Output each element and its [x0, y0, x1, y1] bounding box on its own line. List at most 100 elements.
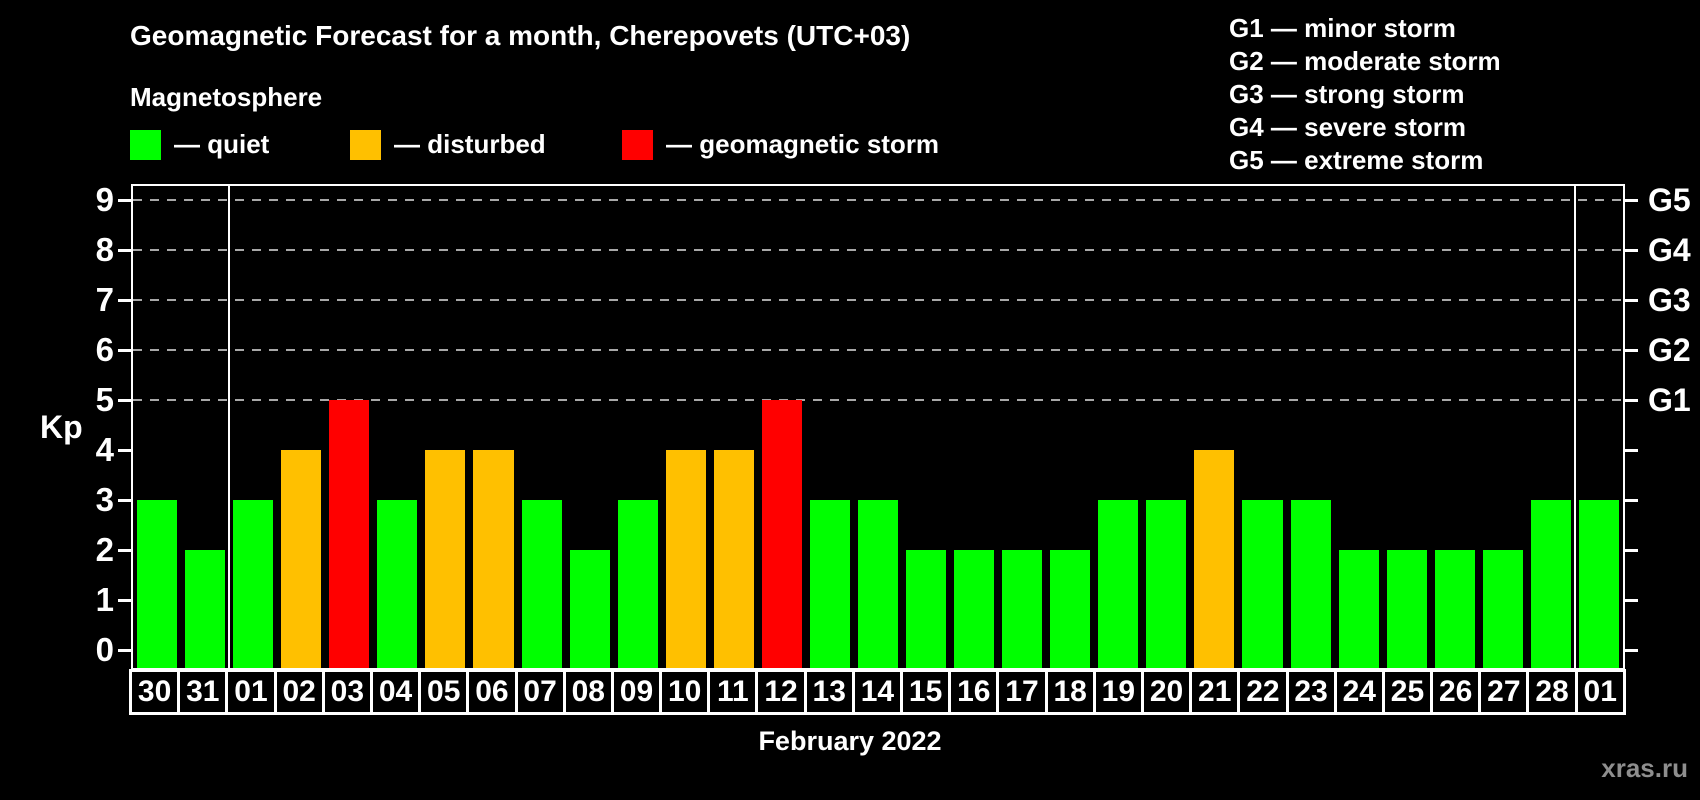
g-legend-line-2: G2 — moderate storm: [1229, 46, 1501, 76]
day-label: 16: [948, 669, 1000, 715]
kp-bar-day-02-disturbed: [281, 450, 322, 668]
day-label: 21: [1189, 669, 1241, 715]
day-label: 07: [514, 669, 566, 715]
g-level-label-G2: G2: [1648, 332, 1691, 368]
y-tick-label: 1: [95, 581, 114, 618]
x-axis-day-labels: 30 31 01 02 03 04 05 06 07 08 09 10 11 12 13 14 15 16 17 18…: [129, 669, 1626, 715]
day-label: 23: [1285, 669, 1337, 715]
kp-bar-day-17-quiet: [1002, 550, 1043, 668]
magnetosphere-heading: Magnetosphere: [130, 82, 323, 112]
day-label: 08: [562, 669, 614, 715]
day-label: 31: [177, 669, 229, 715]
kp-bar-day-12-storm: [761, 400, 802, 668]
gridline-kp-7: [133, 299, 1623, 301]
legend-label-storm: — geomagnetic storm: [666, 129, 940, 159]
y-tick-left-5: [118, 399, 131, 402]
day-label: 04: [369, 669, 422, 715]
y-tick-right-2: [1625, 549, 1638, 552]
kp-bar-day-08-quiet: [569, 550, 610, 668]
kp-bar-day-03-storm: [329, 400, 370, 668]
y-tick-label: 0: [95, 631, 114, 668]
day-label: 03: [321, 669, 373, 715]
kp-bar-day-19-quiet: [1098, 500, 1139, 668]
month-separator: [1573, 186, 1576, 668]
day-label: 20: [1140, 669, 1193, 715]
day-label: 18: [1044, 669, 1096, 715]
day-label: 01: [225, 669, 277, 715]
kp-bar-day-14-quiet: [857, 500, 899, 668]
legend-label-quiet: — quiet: [174, 129, 270, 159]
kp-bar-day-22-quiet: [1242, 500, 1283, 668]
day-label: 14: [851, 669, 903, 715]
kp-bar-day-01-quiet: [1578, 500, 1619, 668]
y-tick-left-0: [118, 649, 131, 652]
g-scale-legend: G1 — minor storm G2 — moderate storm G3 — …: [1229, 12, 1501, 177]
y-tick-label: 7: [95, 281, 114, 318]
kp-bar-day-09-quiet: [617, 500, 658, 668]
day-label: 13: [803, 669, 855, 715]
kp-bar-day-23-quiet: [1290, 500, 1331, 668]
y-tick-left-9: [118, 199, 131, 202]
kp-bar-day-16-quiet: [954, 550, 995, 668]
y-tick-left-1: [118, 599, 131, 602]
disturbed-color-swatch: [350, 129, 381, 160]
y-tick-right-1: [1625, 599, 1638, 602]
y-tick-left-6: [118, 349, 131, 352]
g-legend-line-3: G3 — strong storm: [1229, 79, 1465, 109]
kp-bar-day-01-quiet: [233, 500, 274, 668]
kp-bar-day-10-disturbed: [665, 450, 706, 668]
g-legend-line-1: G1 — minor storm: [1229, 13, 1456, 43]
y-tick-right-3: [1625, 499, 1638, 502]
watermark: xras.ru: [1601, 753, 1688, 783]
gridline-kp-9: [133, 199, 1623, 201]
day-label: 06: [466, 669, 518, 715]
day-label: 15: [900, 669, 952, 715]
g-level-label-G1: G1: [1648, 382, 1691, 418]
kp-bar-day-05-disturbed: [425, 450, 466, 668]
kp-bar-day-26-quiet: [1434, 550, 1475, 668]
day-label: 26: [1430, 669, 1482, 715]
y-tick-left-2: [118, 549, 131, 552]
day-label: 05: [418, 669, 470, 715]
kp-bar-day-07-quiet: [521, 500, 562, 668]
day-label: 27: [1478, 669, 1530, 715]
day-label: 01: [1574, 669, 1626, 715]
kp-bar-day-24-quiet: [1338, 550, 1379, 668]
day-label: 22: [1237, 669, 1289, 715]
y-tick-label: 9: [95, 181, 114, 218]
kp-bar-day-21-disturbed: [1194, 450, 1235, 668]
g-legend-line-5: G5 — extreme storm: [1229, 145, 1484, 175]
storm-color-swatch: [622, 129, 653, 160]
kp-bar-day-04-quiet: [377, 500, 418, 668]
legend-item-disturbed: — disturbed: [350, 129, 546, 160]
kp-bar-day-20-quiet: [1146, 500, 1187, 668]
g-legend-line-4: G4 — severe storm: [1229, 112, 1467, 142]
month-separator: [228, 186, 231, 668]
g-level-label-G5: G5: [1648, 182, 1691, 218]
g-level-label-G3: G3: [1648, 282, 1691, 318]
day-label: 28: [1526, 669, 1578, 715]
day-label: 17: [996, 669, 1048, 715]
y-tick-right-9: [1625, 199, 1638, 202]
kp-bar-day-28-quiet: [1530, 500, 1571, 668]
y-tick-left-4: [118, 449, 131, 452]
quiet-color-swatch: [130, 129, 161, 160]
day-label: 10: [659, 669, 711, 715]
y-tick-label: 4: [95, 431, 114, 468]
y-axis-title: Kp: [40, 409, 83, 445]
y-tick-label: 6: [95, 331, 114, 368]
legend-item-storm: — geomagnetic storm: [622, 129, 939, 160]
g-level-label-G4: G4: [1648, 232, 1691, 268]
y-tick-right-4: [1625, 449, 1638, 452]
day-label: 02: [273, 669, 325, 715]
kp-bar-day-18-quiet: [1050, 550, 1091, 668]
day-label: 11: [707, 669, 759, 715]
day-label: 12: [755, 669, 807, 715]
y-tick-right-8: [1625, 249, 1638, 252]
x-axis-title: February 2022: [758, 726, 942, 756]
kp-bar-day-25-quiet: [1386, 550, 1427, 668]
kp-bar-day-13-quiet: [809, 500, 850, 668]
y-tick-left-7: [118, 299, 131, 302]
kp-bar-day-27-quiet: [1482, 550, 1523, 668]
